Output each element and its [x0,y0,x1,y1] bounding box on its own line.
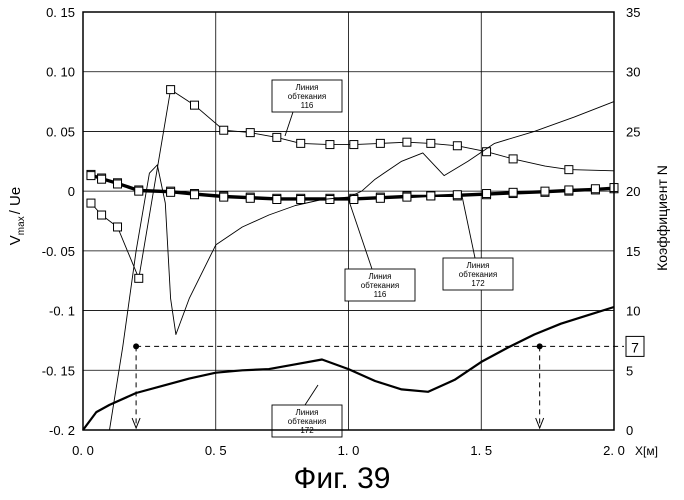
annotation-text: 116 [301,101,314,110]
grid-lines [83,12,614,430]
right-tick-label: 10 [626,304,640,319]
right-tick-label: 15 [626,244,640,259]
series-marker-0 [297,139,305,147]
series-group [83,86,618,430]
series-marker-0 [114,223,122,231]
series-marker-2 [591,185,599,193]
series-marker-2 [326,196,334,204]
left-axis-label-rest: / Ue [7,187,24,215]
series-marker-0 [453,142,461,150]
left-tick-label: -0. 15 [42,363,75,378]
left-axis-label: Vmax/ Ue [7,187,27,245]
left-tick-label: -0. 1 [49,304,75,319]
right-axis-label: Коэффициент N [654,165,670,271]
tick-labels: 0. 150. 100. 050-0. 05-0. 1-0. 15-0. 235… [42,5,641,458]
series-marker-2 [220,193,228,201]
series-marker-0 [326,141,334,149]
series-marker-0 [98,211,106,219]
x-axis-label: X[м] [635,444,658,458]
series-marker-2 [98,175,106,183]
left-tick-label: 0. 15 [46,5,75,20]
left-axis-label-main: V [7,235,24,245]
x-tick-label: 2. 0 [603,443,625,458]
series-marker-0 [246,129,254,137]
left-tick-label: 0 [68,184,75,199]
annotation-leader [462,196,475,258]
right-tick-label: 5 [626,363,633,378]
left-tick-label: -0. 05 [42,244,75,259]
x-tick-label: 0. 0 [72,443,94,458]
series-marker-2 [273,196,281,204]
annotation-text: 116 [374,290,387,299]
series-marker-2 [167,188,175,196]
reference-point [537,343,543,349]
annotation-text: 172 [471,279,485,288]
x-tick-label: 1. 5 [470,443,492,458]
left-tick-label: -0. 2 [49,423,75,438]
annotation-text: Линия [296,83,319,92]
annotation-text: Линия [296,408,319,417]
left-axis-label-sub: max [16,216,27,235]
series-marker-2 [135,187,143,195]
annotation-text: Линия [369,272,392,281]
series-marker-2 [509,188,517,196]
annotation-text: Линия [467,261,490,270]
series-marker-0 [403,138,411,146]
series-marker-0 [220,126,228,134]
series-marker-2 [403,193,411,201]
series-marker-0 [273,133,281,141]
series-marker-2 [427,192,435,200]
series-marker-0 [135,274,143,282]
left-tick-label: 0. 05 [46,124,75,139]
annotation-text: обтекания [288,417,326,426]
series-marker-0 [427,139,435,147]
series-marker-2 [297,196,305,204]
annotation-leader [285,112,293,136]
annotation-text: обтекания [459,270,497,279]
series-marker-2 [541,187,549,195]
left-tick-label: 0. 10 [46,65,75,80]
figure-caption: Фиг. 39 [0,462,684,496]
reference-point [133,343,139,349]
series-marker-2 [246,194,254,202]
series-marker-2 [350,196,358,204]
right-tick-label: 25 [626,124,640,139]
right-tick-label: 35 [626,5,640,20]
reference-label: 7 [631,339,639,355]
series-marker-0 [376,139,384,147]
right-tick-label: 0 [626,423,633,438]
annotation-leader [348,198,372,269]
series-marker-0 [565,166,573,174]
annotation-text: обтекания [288,92,326,101]
x-tick-label: 1. 0 [338,443,360,458]
series-marker-2 [87,172,95,180]
annotation-group: Линияобтекания116Линияобтекания116Линияо… [272,80,513,437]
series-marker-2 [376,194,384,202]
reference-lines: 7 [132,336,644,428]
series-marker-2 [565,186,573,194]
series-marker-0 [350,141,358,149]
series-marker-2 [114,180,122,188]
right-tick-label: 30 [626,65,640,80]
right-tick-label: 20 [626,184,640,199]
annotation-leader [305,385,318,405]
series-marker-0 [509,155,517,163]
series-marker-0 [87,199,95,207]
series-marker-2 [453,191,461,199]
series-marker-2 [483,190,491,198]
series-line-0 [91,90,614,279]
annotation-text: обтекания [361,281,399,290]
series-marker-0 [191,101,199,109]
series-marker-2 [191,191,199,199]
svg-text:Vmax/ Ue: Vmax/ Ue [7,187,27,245]
x-tick-label: 0. 5 [205,443,227,458]
series-marker-0 [167,86,175,94]
